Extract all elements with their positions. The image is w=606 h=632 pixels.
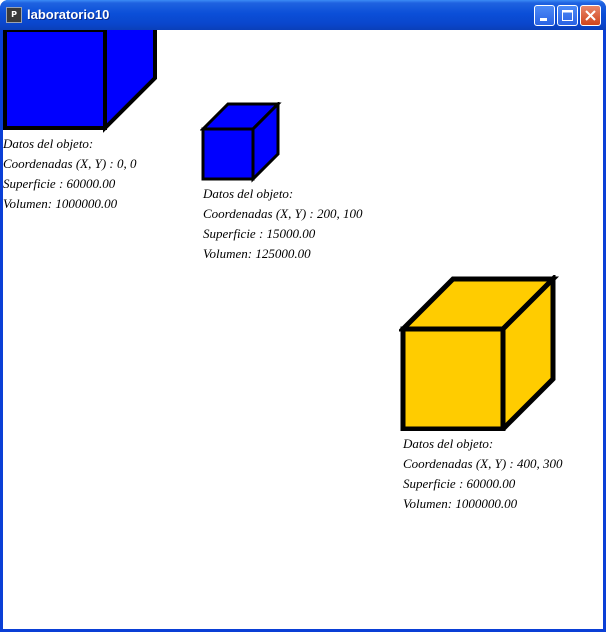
minimize-button[interactable] [534, 5, 555, 26]
object-1-heading: Datos del objeto: [3, 136, 94, 151]
object-3-info: Datos del objeto: Coordenadas (X, Y) : 4… [403, 434, 563, 514]
object-1-coords: Coordenadas (X, Y) : 0, 0 [3, 156, 137, 171]
object-3-volume: Volumen: 1000000.00 [403, 496, 518, 511]
object-2-coords: Coordenadas (X, Y) : 200, 100 [203, 206, 363, 221]
object-1-info: Datos del objeto: Coordenadas (X, Y) : 0… [3, 134, 137, 214]
processing-app-icon[interactable]: P [6, 7, 22, 23]
object-2-info: Datos del objeto: Coordenadas (X, Y) : 2… [203, 184, 363, 264]
close-button[interactable] [580, 5, 601, 26]
cube-2-front-face [201, 127, 255, 181]
maximize-icon [562, 10, 573, 21]
cube-object-1 [3, 30, 157, 133]
object-1-volume: Volumen: 1000000.00 [3, 196, 118, 211]
sketch-canvas: Datos del objeto: Coordenadas (X, Y) : 0… [3, 30, 603, 629]
object-3-coords: Coordenadas (X, Y) : 400, 300 [403, 456, 563, 471]
cube-3-front-face [400, 326, 506, 431]
object-3-heading: Datos del objeto: [403, 436, 494, 451]
cube-1-side-face [103, 30, 157, 133]
cube-object-2 [200, 102, 282, 183]
minimize-icon [540, 18, 547, 21]
object-2-volume: Volumen: 125000.00 [203, 246, 311, 261]
window-title: laboratorio10 [27, 7, 110, 22]
object-2-heading: Datos del objeto: [203, 186, 294, 201]
title-bar[interactable]: P laboratorio10 [0, 0, 606, 30]
object-3-surface: Superficie : 60000.00 [403, 476, 516, 491]
close-icon [585, 10, 596, 21]
object-1-surface: Superficie : 60000.00 [3, 176, 116, 191]
cube-1-front-face [3, 30, 107, 130]
maximize-button[interactable] [557, 5, 578, 26]
cube-object-3 [399, 275, 559, 431]
object-2-surface: Superficie : 15000.00 [203, 226, 316, 241]
